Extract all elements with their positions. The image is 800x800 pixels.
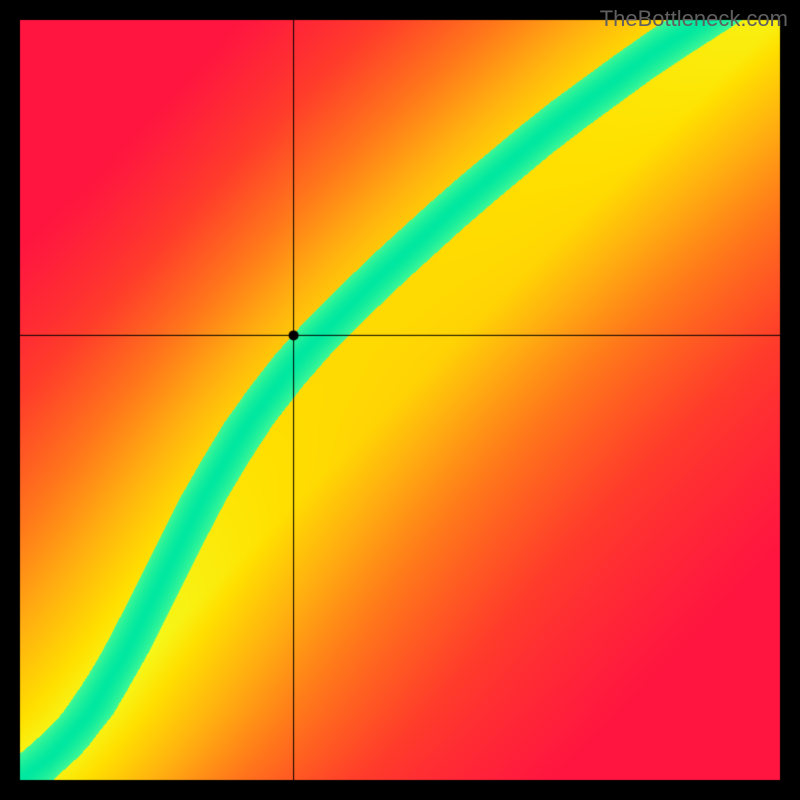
chart-container: TheBottleneck.com: [0, 0, 800, 800]
heatmap-canvas: [0, 0, 800, 800]
watermark-text: TheBottleneck.com: [600, 6, 788, 32]
